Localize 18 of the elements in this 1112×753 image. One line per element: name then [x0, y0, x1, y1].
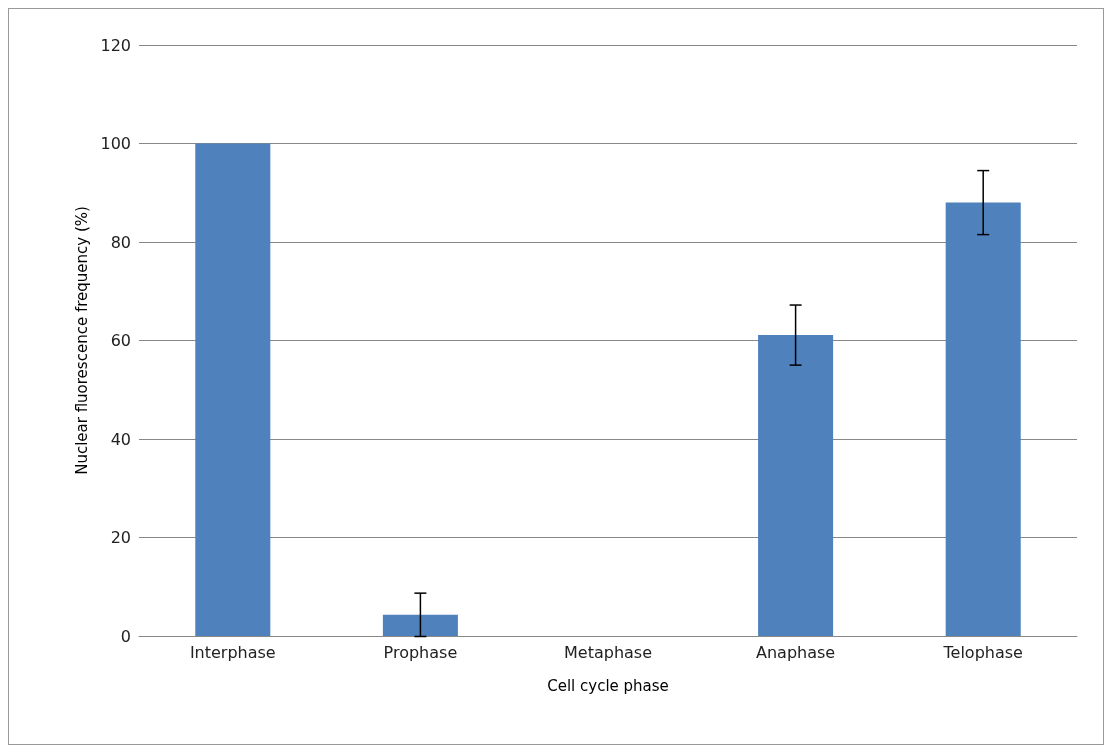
x-tick-label: Interphase [189, 642, 276, 662]
x-tick-label: Metaphase [563, 642, 653, 662]
y-tick-label: 100 [100, 134, 131, 153]
y-tick-label: 40 [110, 429, 131, 449]
y-tick-label: 120 [100, 35, 131, 55]
bar [945, 202, 1021, 636]
y-tick-label: 80 [110, 232, 131, 252]
x-axis-title: Cell cycle phase [547, 676, 669, 695]
x-tick-label: Anaphase [756, 642, 836, 662]
y-tick-label: 60 [110, 331, 131, 350]
bar [382, 614, 458, 636]
bar [758, 335, 834, 636]
x-tick-label: Telophase [942, 642, 1023, 662]
y-tick-label: 0 [120, 626, 131, 646]
y-axis-title: Nuclear fluorescence frequency (%) [73, 206, 92, 475]
x-tick-label: Prophase [383, 642, 458, 662]
bar [195, 143, 271, 636]
y-tick-label: 20 [110, 528, 131, 547]
